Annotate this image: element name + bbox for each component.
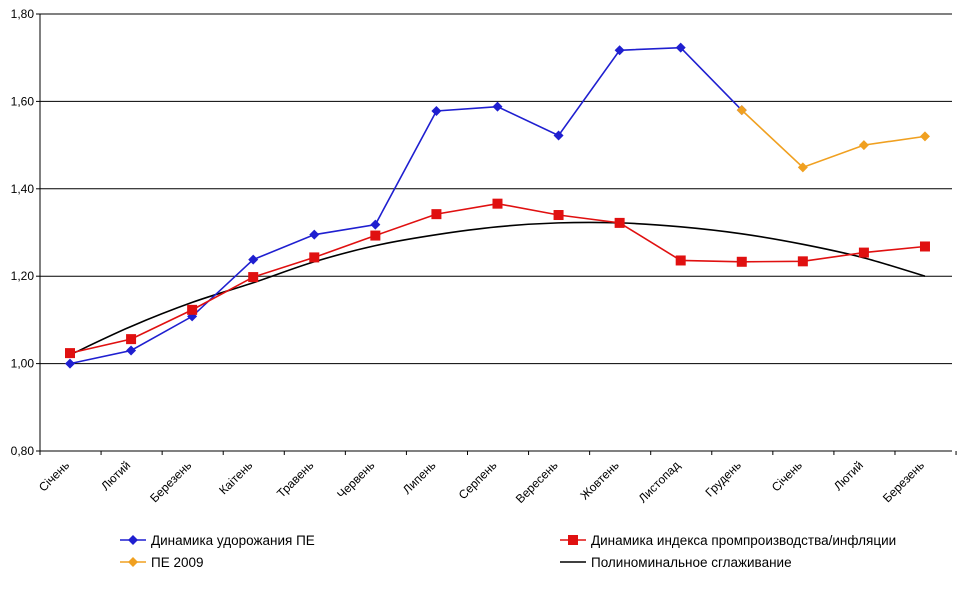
data-point-square: [126, 334, 137, 345]
y-tick-label: 1,40: [11, 182, 35, 196]
data-point-diamond: [65, 358, 75, 369]
data-point-square: [797, 256, 808, 267]
data-point-diamond: [248, 254, 259, 265]
data-point-diamond: [736, 105, 747, 116]
data-point-diamond: [614, 45, 625, 56]
series-1: [65, 42, 747, 369]
x-tick-label: Жовтень: [577, 458, 621, 502]
y-axis: 0,80 1,00 1,20 1,40 1,60 1,80: [11, 7, 40, 458]
data-point-square: [568, 535, 578, 545]
data-point-square: [431, 209, 442, 220]
data-point-square: [736, 256, 747, 267]
series-layer: [65, 42, 930, 369]
x-tick-label: Березень: [147, 458, 194, 505]
data-point-square: [65, 348, 75, 359]
data-point-square: [370, 230, 381, 241]
x-tick-label: Лютий: [98, 458, 133, 493]
data-point-diamond: [492, 101, 503, 112]
legend-label: ПЕ 2009: [151, 555, 204, 570]
y-tick-label: 1,80: [11, 7, 35, 21]
series-line: [69, 221, 926, 356]
data-point-diamond: [553, 130, 564, 141]
x-tick-label: Каітень: [216, 458, 255, 497]
legend-item-3: ПЕ 2009: [120, 555, 204, 570]
x-tick-label: Листопад: [636, 458, 683, 505]
data-point-square: [492, 198, 503, 209]
data-point-diamond: [858, 140, 869, 151]
y-tick-label: 0,80: [11, 444, 35, 458]
series-2: [65, 198, 930, 359]
x-tick-label: Січень: [769, 458, 805, 494]
data-point-diamond: [126, 345, 137, 356]
data-point-square: [614, 217, 625, 228]
x-tick-label: Червень: [334, 458, 377, 501]
y-tick-label: 1,60: [11, 94, 35, 108]
data-point-diamond: [370, 219, 381, 230]
x-tick-label: Серпень: [456, 458, 500, 502]
data-point-diamond: [797, 162, 808, 173]
series-line: [741, 109, 926, 169]
legend-label: Динамика удорожания ПЕ: [151, 533, 315, 548]
x-tick-label: Січень: [36, 458, 72, 494]
data-point-square: [858, 247, 869, 258]
plot-area: [39, 14, 952, 452]
legend: Динамика удорожания ПЕ Динамика индекса п…: [120, 533, 896, 570]
y-tick-label: 1,00: [11, 357, 35, 371]
x-tick-label: Вересень: [513, 458, 561, 506]
data-point-square: [309, 252, 320, 263]
data-point-square: [553, 210, 564, 221]
series-line: [69, 46, 743, 365]
legend-item-1: Динамика удорожания ПЕ: [120, 533, 315, 548]
legend-item-2: Динамика индекса промпроизводства/инфляц…: [560, 533, 896, 548]
x-tick-label: Березень: [880, 458, 927, 505]
data-point-diamond: [431, 106, 442, 117]
series-3: [736, 105, 930, 173]
x-tick-label: Лютий: [831, 458, 866, 493]
legend-label: Динамика индекса промпроизводства/инфляц…: [591, 533, 896, 548]
data-point-square: [248, 272, 259, 283]
legend-item-4: Полиноминальное сглаживание: [560, 555, 792, 570]
series-4: [69, 221, 926, 356]
gridlines: [40, 13, 952, 365]
x-axis: Січень Лютий Березень Каітень Травень Червень…: [36, 451, 957, 506]
data-point-square: [919, 241, 930, 252]
data-point-diamond: [309, 229, 320, 240]
data-point-diamond: [128, 557, 138, 567]
data-point-diamond: [919, 131, 930, 142]
data-point-diamond: [128, 535, 138, 545]
data-point-square: [187, 304, 198, 315]
data-point-square: [675, 255, 686, 266]
data-point-diamond: [675, 42, 686, 53]
x-tick-label: Грудень: [703, 458, 744, 499]
y-tick-label: 1,20: [11, 269, 35, 283]
x-tick-label: Липень: [400, 458, 439, 497]
legend-label: Полиноминальное сглаживание: [591, 555, 792, 570]
x-tick-label: Травень: [274, 458, 316, 500]
